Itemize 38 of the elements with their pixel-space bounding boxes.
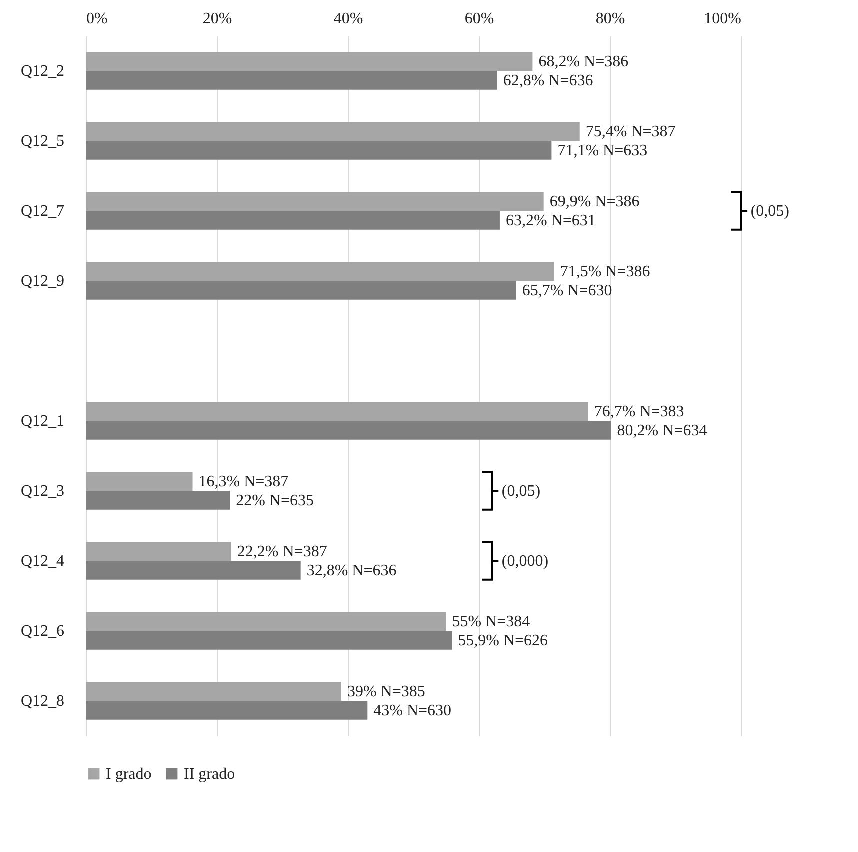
y-tick-label: Q12_8 xyxy=(20,693,64,710)
data-label: 16,3% N=387 xyxy=(198,474,289,491)
x-tick-label: 80% xyxy=(596,10,626,28)
data-label: 65,7% N=630 xyxy=(522,282,612,300)
y-tick-label: Q12_6 xyxy=(20,623,64,640)
x-tick-label: 20% xyxy=(202,10,232,28)
data-label: 76,7% N=383 xyxy=(594,404,684,421)
annotation: (0,05) xyxy=(502,483,541,500)
data-label: 75,4% N=387 xyxy=(586,124,676,141)
legend-label: II grado xyxy=(184,766,236,783)
x-tick-label: 60% xyxy=(464,10,494,28)
x-tick-label: 40% xyxy=(334,10,364,28)
y-tick-label: Q12_9 xyxy=(20,273,64,290)
y-tick-label: Q12_5 xyxy=(20,133,64,150)
y-tick-label: Q12_2 xyxy=(20,63,64,80)
data-label: 62,8% N=636 xyxy=(503,72,594,90)
annotation: (0,000) xyxy=(502,553,549,570)
x-tick-label: 100% xyxy=(704,10,742,28)
data-label: 39% N=385 xyxy=(347,684,426,701)
data-label: 43% N=630 xyxy=(374,702,452,720)
data-label: 22% N=635 xyxy=(236,492,314,510)
data-label: 71,5% N=386 xyxy=(560,264,650,281)
y-tick-label: Q12_7 xyxy=(20,203,64,220)
y-tick-label: Q12_1 xyxy=(20,413,64,430)
data-label: 55% N=384 xyxy=(452,614,530,631)
data-label: 71,1% N=633 xyxy=(558,142,648,160)
y-tick-label: Q12_4 xyxy=(20,553,64,570)
data-label: 68,2% N=386 xyxy=(538,54,629,71)
data-label: 22,2% N=387 xyxy=(237,544,328,561)
data-label: 80,2% N=634 xyxy=(617,422,708,440)
data-label: 69,9% N=386 xyxy=(550,194,640,211)
legend-label: I grado xyxy=(106,766,152,783)
text: (0,05) xyxy=(750,203,790,220)
y-tick-label: Q12_3 xyxy=(20,483,64,500)
data-label: 32,8% N=636 xyxy=(306,562,397,580)
data-label: 55,9% N=626 xyxy=(458,632,548,650)
data-label: 63,2% N=631 xyxy=(506,212,596,230)
x-tick-label: 0% xyxy=(86,10,108,28)
